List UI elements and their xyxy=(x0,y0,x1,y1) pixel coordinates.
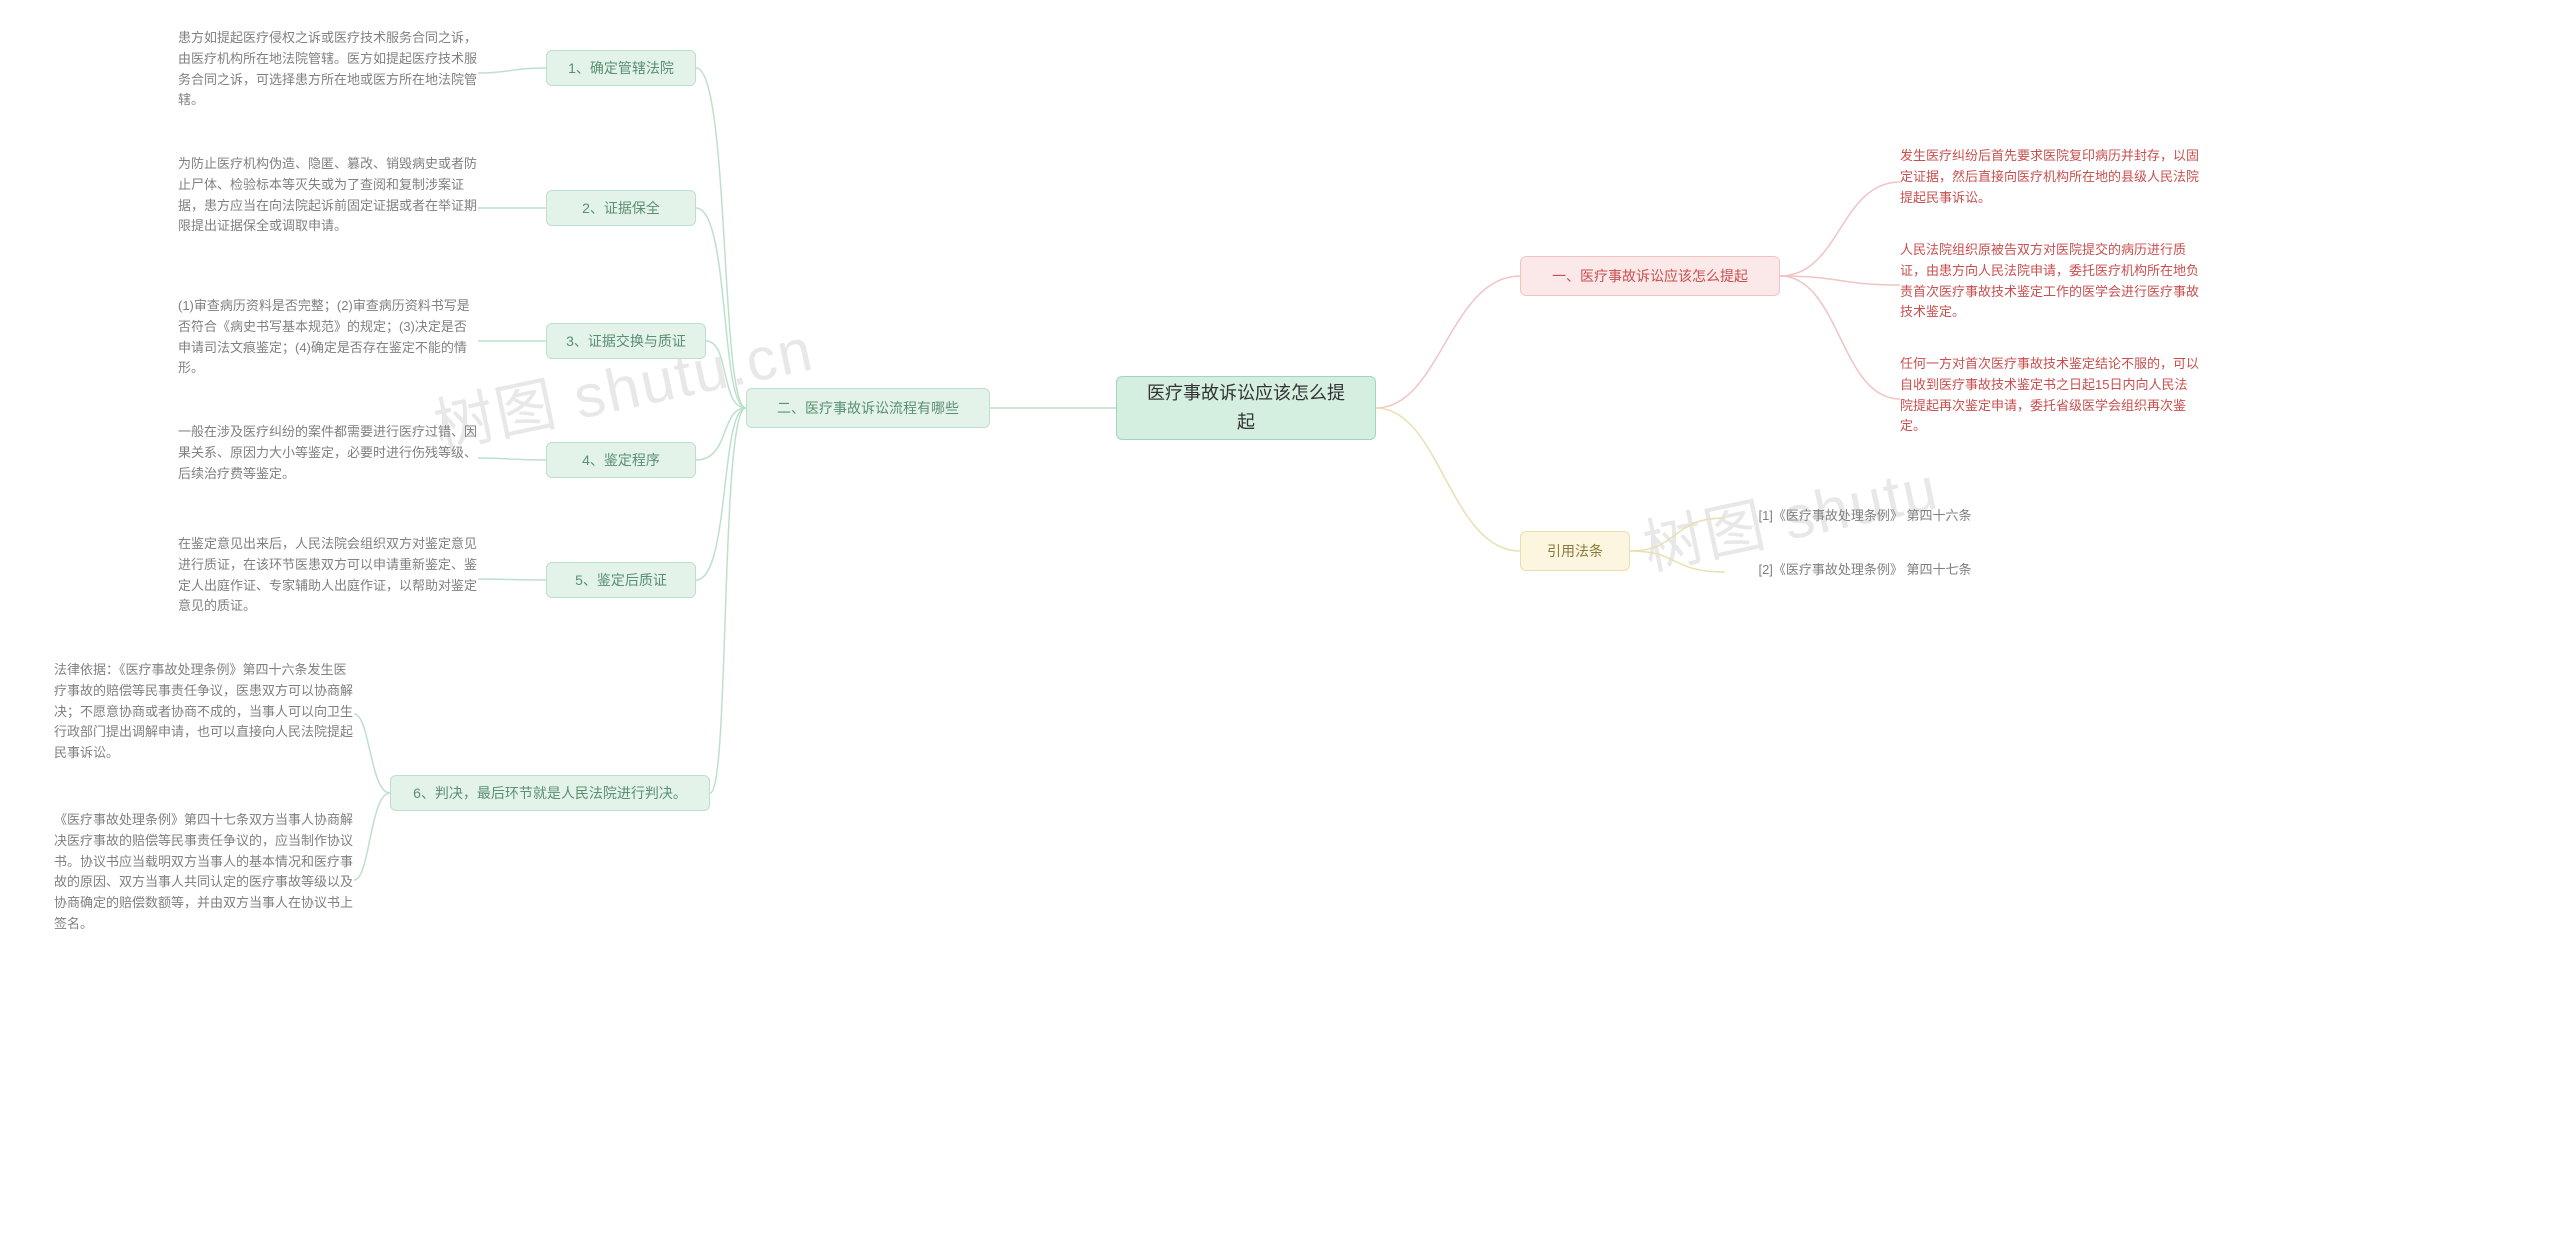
left-item-1-leaf: 患方如提起医疗侵权之诉或医疗技术服务合同之诉，由医疗机构所在地法院管辖。医方如提… xyxy=(178,28,478,111)
left-item-3: 3、证据交换与质证 xyxy=(546,323,706,359)
left-item-4: 4、鉴定程序 xyxy=(546,442,696,478)
left-item-2: 2、证据保全 xyxy=(546,190,696,226)
left-section: 二、医疗事故诉讼流程有哪些 xyxy=(746,388,990,428)
right-section-1-leaf-1: 发生医疗纠纷后首先要求医院复印病历并封存，以固定证据，然后直接向医疗机构所在地的… xyxy=(1900,146,2200,208)
right-section-2: 引用法条 xyxy=(1520,531,1630,571)
right-section-1: 一、医疗事故诉讼应该怎么提起 xyxy=(1520,256,1780,296)
left-item-6: 6、判决，最后环节就是人民法院进行判决。 xyxy=(390,775,710,811)
right-section-2-leaf-1: [1]《医疗事故处理条例》 第四十六条 xyxy=(1725,506,2005,527)
left-item-3-leaf: (1)审查病历资料是否完整；(2)审查病历资料书写是否符合《病史书写基本规范》的… xyxy=(178,296,478,379)
left-item-6-leaf-2: 《医疗事故处理条例》第四十七条双方当事人协商解决医疗事故的赔偿等民事责任争议的，… xyxy=(54,810,354,935)
right-section-1-leaf-3: 任何一方对首次医疗事故技术鉴定结论不服的，可以自收到医疗事故技术鉴定书之日起15… xyxy=(1900,354,2200,437)
left-item-6-leaf-1: 法律依据：《医疗事故处理条例》第四十六条发生医疗事故的赔偿等民事责任争议，医患双… xyxy=(54,660,354,764)
left-item-1: 1、确定管辖法院 xyxy=(546,50,696,86)
right-section-1-leaf-2: 人民法院组织原被告双方对医院提交的病历进行质证，由患方向人民法院申请，委托医疗机… xyxy=(1900,240,2200,323)
left-item-2-leaf: 为防止医疗机构伪造、隐匿、篡改、销毁病史或者防止尸体、检验标本等灭失或为了查阅和… xyxy=(178,154,478,237)
center-node: 医疗事故诉讼应该怎么提起 xyxy=(1116,376,1376,440)
right-section-2-leaf-2: [2]《医疗事故处理条例》 第四十七条 xyxy=(1725,560,2005,581)
left-item-5-leaf: 在鉴定意见出来后，人民法院会组织双方对鉴定意见进行质证，在该环节医患双方可以申请… xyxy=(178,534,478,617)
left-item-4-leaf: 一般在涉及医疗纠纷的案件都需要进行医疗过错、因果关系、原因力大小等鉴定，必要时进… xyxy=(178,422,478,484)
left-item-5: 5、鉴定后质证 xyxy=(546,562,696,598)
